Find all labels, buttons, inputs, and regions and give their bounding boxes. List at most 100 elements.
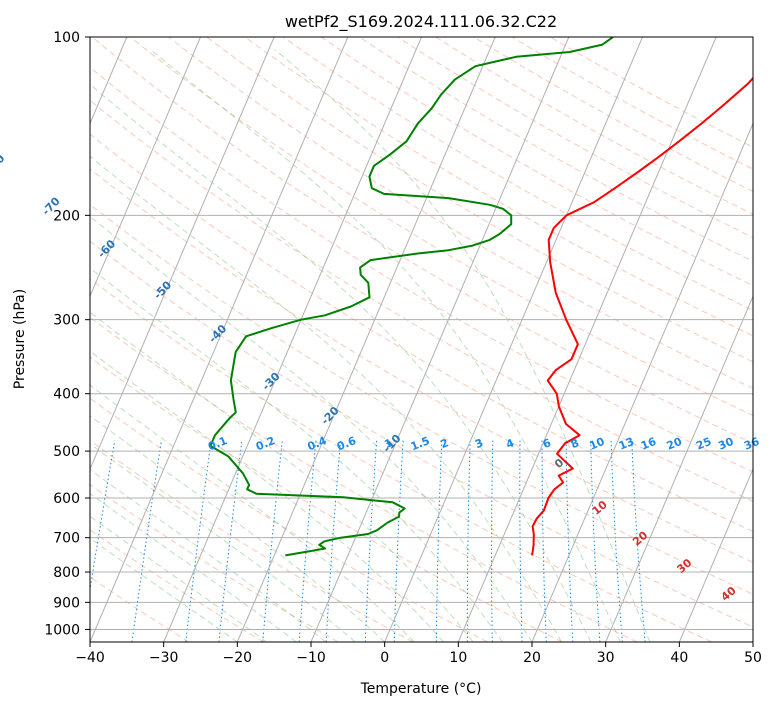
y-tick-label: 600 [53, 491, 80, 507]
dry-adiabat [90, 356, 563, 642]
x-tick-label: 10 [449, 650, 467, 666]
x-tick-label: −30 [149, 650, 179, 666]
mixing-ratio-label: 30 [716, 435, 735, 453]
moist-adiabat [90, 350, 444, 642]
x-tick-label: 40 [670, 650, 688, 666]
mixing-ratio-label: 25 [694, 435, 713, 453]
isotherm-line [457, 37, 717, 642]
y-tick-label: 200 [53, 208, 80, 224]
mixing-ratio-label: 0.4 [306, 434, 329, 453]
y-tick-label: 100 [53, 30, 80, 46]
dry-adiabat [90, 203, 753, 595]
dry-adiabat-label: 0 [552, 456, 566, 471]
mixing-ratio-label: 8 [569, 436, 581, 451]
moist-adiabat [274, 49, 651, 642]
moist-adiabat [90, 215, 533, 642]
mixing-ratio-line [185, 440, 212, 642]
mixing-ratio-line [364, 440, 378, 642]
isotherm-line [384, 37, 643, 642]
dry-adiabat [90, 529, 264, 642]
dry-adiabat [90, 576, 190, 642]
dry-adiabat [91, 37, 753, 444]
dry-adiabat [90, 483, 339, 642]
dry-adiabat [549, 37, 753, 148]
mixing-ratio-label: 0.2 [254, 434, 277, 453]
mixing-ratio-line [565, 440, 574, 642]
mixing-ratio-line [218, 440, 243, 642]
isotherm-line [236, 37, 496, 642]
dry-adiabat-label: 40 [719, 584, 739, 604]
moist-adiabat [90, 267, 503, 642]
dry-adiabat [90, 240, 753, 628]
y-tick-label: 1000 [44, 622, 80, 638]
isotherm-line [90, 37, 201, 298]
mixing-ratio-label: 1.5 [409, 434, 432, 453]
x-tick-label: 30 [597, 650, 615, 666]
axis-ticks: −40 −30 −20 −10 0 10 20 30 40 5010020030040050060… [44, 30, 762, 666]
moist-adiabat [90, 468, 327, 642]
dry-adiabat [90, 133, 753, 533]
dry-adiabat [90, 66, 753, 473]
mixing-ratio-line [466, 440, 471, 642]
y-tick-label: 700 [53, 531, 80, 547]
isotherm-label: -40 [206, 322, 229, 346]
mixing-ratio-label: 20 [665, 435, 684, 453]
dry-adiabat [359, 37, 753, 262]
mixing-ratio-label: 16 [639, 435, 658, 453]
y-axis-label: Pressure (hPa) [12, 289, 28, 389]
dry-adiabat [168, 37, 753, 389]
moist-adiabat [90, 384, 415, 642]
x-tick-label: −10 [296, 650, 326, 666]
y-tick-label: 400 [53, 387, 80, 403]
moist-adiabat [90, 443, 356, 642]
mixing-ratio-label: 0.1 [206, 434, 229, 453]
moist-adiabat [90, 83, 592, 642]
isotherm-label: -50 [151, 278, 174, 302]
isotherm-line [310, 37, 570, 642]
x-tick-label: −40 [75, 650, 105, 666]
background-reference-lines [90, 37, 753, 642]
dry-adiabat [435, 37, 753, 215]
moist-adiabat [90, 155, 562, 642]
mixing-ratio-line [631, 440, 646, 642]
dry-adiabat [90, 316, 638, 642]
series-line-0 [531, 76, 753, 556]
moist-adiabat [90, 492, 297, 642]
mixing-ratio-label: 0.6 [335, 434, 358, 453]
y-tick-label: 500 [53, 444, 80, 460]
isotherm-line [678, 467, 753, 642]
mixing-ratio-line [519, 440, 523, 642]
mixing-ratio-label: 13 [617, 435, 636, 453]
mixing-ratio-label: 1 [383, 436, 395, 451]
profile-series [209, 37, 753, 557]
x-tick-label: 20 [523, 650, 541, 666]
mixing-ratio-line [491, 440, 494, 642]
x-tick-label: 0 [380, 650, 389, 666]
y-tick-label: 300 [53, 313, 80, 329]
reference-labels: -100-90-80-70-60-50-40-30-20-100.10.20.4… [0, 152, 762, 604]
dry-adiabat [90, 278, 712, 642]
x-tick-label: 50 [744, 650, 762, 666]
plot-frame [89, 36, 754, 643]
isotherm-line [531, 122, 753, 642]
isotherm-line [163, 37, 422, 642]
y-tick-label: 900 [53, 595, 80, 611]
dry-adiabat [282, 37, 753, 312]
x-axis-label: Temperature (°C) [360, 681, 482, 697]
series-line-1 [209, 37, 614, 557]
y-tick-label: 800 [53, 565, 80, 581]
dry-adiabat-label: 20 [630, 529, 650, 549]
dry-adiabat [90, 440, 414, 642]
isotherm-line [90, 37, 349, 642]
moist-adiabat [90, 311, 474, 642]
mixing-ratio-line [298, 440, 317, 642]
mixing-ratio-line [590, 440, 601, 642]
mixing-ratio-label: 2 [439, 436, 451, 451]
moist-adiabat [90, 515, 268, 642]
mixing-ratio-label: 3 [473, 436, 485, 451]
isotherm-line [605, 295, 753, 642]
grid-lines [90, 37, 753, 642]
isotherm-label: -20 [319, 404, 342, 428]
dry-adiabat [206, 37, 753, 363]
